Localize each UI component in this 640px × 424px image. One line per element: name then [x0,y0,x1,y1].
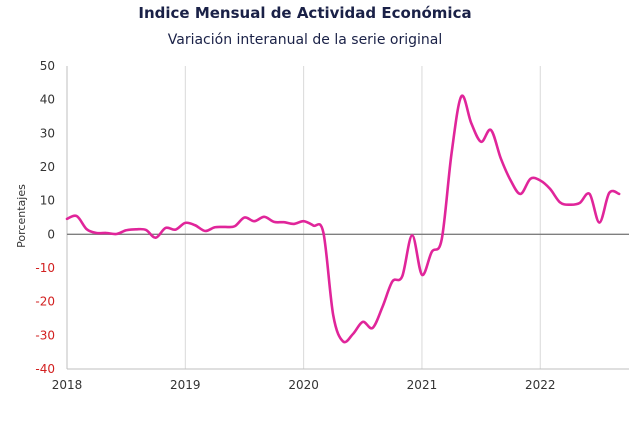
chart-subtitle: Variación interanual de la serie origina… [168,32,442,48]
y-tick-50: 50 [40,59,55,73]
y-tick-20: 20 [40,160,55,174]
series-line-0 [65,94,621,344]
y-tick-minus30: -30 [35,328,55,342]
y-tick-0: 0 [47,227,55,241]
x-tick-2022: 2022 [525,378,556,392]
y-tick-10: 10 [40,194,55,208]
tick-layer: 2018 2019 2020 2021 2022 50 40 30 20 10 0 -10 -20 -30… [35,59,555,392]
y-axis-label: Porcentajes [15,184,28,248]
y-tick-30: 30 [40,126,55,140]
y-tick-40: 40 [40,93,55,107]
grid-layer [66,66,629,370]
y-tick-minus10: -10 [35,261,55,275]
x-tick-2020: 2020 [288,378,319,392]
series-layer [65,94,621,344]
chart-title: Indice Mensual de Actividad Económica [138,4,471,22]
y-tick-minus40: -40 [35,362,55,376]
y-tick-minus20: -20 [35,295,55,309]
x-tick-2021: 2021 [407,378,438,392]
x-tick-2019: 2019 [170,378,201,392]
x-tick-2018: 2018 [52,378,83,392]
